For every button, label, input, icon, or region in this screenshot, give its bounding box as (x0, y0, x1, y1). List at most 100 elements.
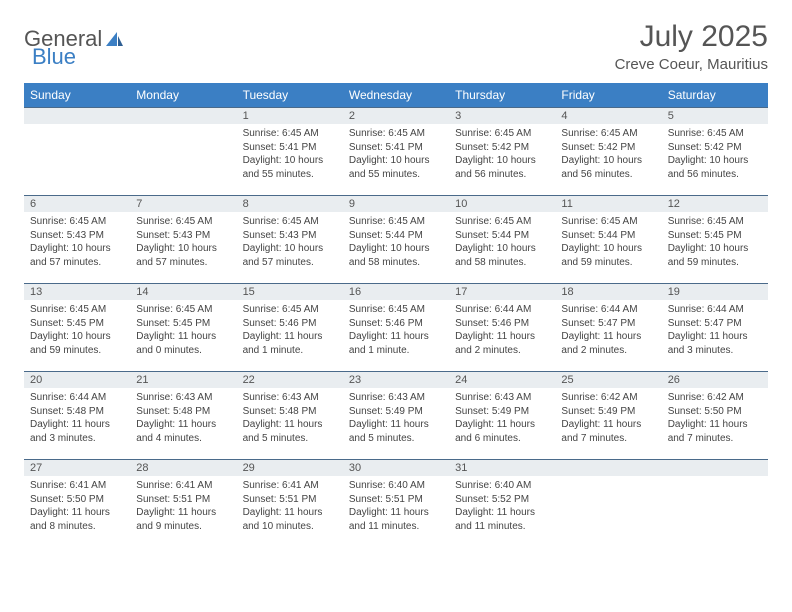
day-number: 21 (130, 371, 236, 388)
weekday-header-row: Sunday Monday Tuesday Wednesday Thursday… (24, 83, 768, 107)
day-body: Sunrise: 6:44 AMSunset: 5:47 PMDaylight:… (555, 300, 661, 361)
calendar-week-row: 6Sunrise: 6:45 AMSunset: 5:43 PMDaylight… (24, 195, 768, 283)
day-body (130, 124, 236, 184)
day-body: Sunrise: 6:44 AMSunset: 5:46 PMDaylight:… (449, 300, 555, 361)
calendar-day-cell: 19Sunrise: 6:44 AMSunset: 5:47 PMDayligh… (662, 283, 768, 371)
sunset-text: Sunset: 5:41 PM (243, 141, 337, 155)
day-number (130, 107, 236, 124)
day-number (24, 107, 130, 124)
daylight-text: Daylight: 10 hours and 58 minutes. (349, 242, 443, 269)
sunset-text: Sunset: 5:48 PM (243, 405, 337, 419)
calendar-week-row: 13Sunrise: 6:45 AMSunset: 5:45 PMDayligh… (24, 283, 768, 371)
day-body: Sunrise: 6:43 AMSunset: 5:48 PMDaylight:… (130, 388, 236, 449)
calendar-day-cell: 8Sunrise: 6:45 AMSunset: 5:43 PMDaylight… (237, 195, 343, 283)
sunrise-text: Sunrise: 6:44 AM (561, 303, 655, 317)
calendar-week-row: 27Sunrise: 6:41 AMSunset: 5:50 PMDayligh… (24, 459, 768, 547)
day-body: Sunrise: 6:45 AMSunset: 5:46 PMDaylight:… (237, 300, 343, 361)
sunset-text: Sunset: 5:50 PM (668, 405, 762, 419)
daylight-text: Daylight: 11 hours and 8 minutes. (30, 506, 124, 533)
sunset-text: Sunset: 5:42 PM (561, 141, 655, 155)
day-number: 8 (237, 195, 343, 212)
title-block: July 2025 Creve Coeur, Mauritius (615, 20, 768, 73)
calendar-day-cell (662, 459, 768, 547)
daylight-text: Daylight: 11 hours and 11 minutes. (455, 506, 549, 533)
weekday-header: Sunday (24, 83, 130, 107)
sunrise-text: Sunrise: 6:45 AM (455, 127, 549, 141)
sunrise-text: Sunrise: 6:45 AM (243, 215, 337, 229)
sunrise-text: Sunrise: 6:41 AM (136, 479, 230, 493)
sunset-text: Sunset: 5:44 PM (455, 229, 549, 243)
sunrise-text: Sunrise: 6:40 AM (455, 479, 549, 493)
sunrise-text: Sunrise: 6:42 AM (668, 391, 762, 405)
brand-word2: Blue (32, 44, 76, 70)
day-number: 12 (662, 195, 768, 212)
calendar-week-row: 20Sunrise: 6:44 AMSunset: 5:48 PMDayligh… (24, 371, 768, 459)
sunrise-text: Sunrise: 6:45 AM (136, 303, 230, 317)
sunset-text: Sunset: 5:44 PM (561, 229, 655, 243)
sunset-text: Sunset: 5:51 PM (349, 493, 443, 507)
day-number: 26 (662, 371, 768, 388)
day-number: 24 (449, 371, 555, 388)
daylight-text: Daylight: 10 hours and 55 minutes. (243, 154, 337, 181)
daylight-text: Daylight: 11 hours and 3 minutes. (668, 330, 762, 357)
day-number: 27 (24, 459, 130, 476)
calendar-day-cell: 29Sunrise: 6:41 AMSunset: 5:51 PMDayligh… (237, 459, 343, 547)
day-number: 4 (555, 107, 661, 124)
sunset-text: Sunset: 5:43 PM (243, 229, 337, 243)
sunset-text: Sunset: 5:47 PM (668, 317, 762, 331)
daylight-text: Daylight: 11 hours and 0 minutes. (136, 330, 230, 357)
day-body: Sunrise: 6:45 AMSunset: 5:42 PMDaylight:… (555, 124, 661, 185)
sunrise-text: Sunrise: 6:45 AM (349, 215, 443, 229)
day-body: Sunrise: 6:43 AMSunset: 5:49 PMDaylight:… (449, 388, 555, 449)
calendar-day-cell: 10Sunrise: 6:45 AMSunset: 5:44 PMDayligh… (449, 195, 555, 283)
sunset-text: Sunset: 5:51 PM (243, 493, 337, 507)
sunset-text: Sunset: 5:49 PM (349, 405, 443, 419)
month-title: July 2025 (615, 20, 768, 54)
calendar-day-cell: 30Sunrise: 6:40 AMSunset: 5:51 PMDayligh… (343, 459, 449, 547)
daylight-text: Daylight: 10 hours and 59 minutes. (561, 242, 655, 269)
daylight-text: Daylight: 11 hours and 9 minutes. (136, 506, 230, 533)
day-body: Sunrise: 6:45 AMSunset: 5:45 PMDaylight:… (24, 300, 130, 361)
daylight-text: Daylight: 10 hours and 56 minutes. (455, 154, 549, 181)
sunrise-text: Sunrise: 6:44 AM (455, 303, 549, 317)
sunrise-text: Sunrise: 6:45 AM (561, 215, 655, 229)
calendar-day-cell: 11Sunrise: 6:45 AMSunset: 5:44 PMDayligh… (555, 195, 661, 283)
location-label: Creve Coeur, Mauritius (615, 56, 768, 73)
day-body: Sunrise: 6:41 AMSunset: 5:50 PMDaylight:… (24, 476, 130, 537)
sunset-text: Sunset: 5:49 PM (455, 405, 549, 419)
sunset-text: Sunset: 5:45 PM (30, 317, 124, 331)
daylight-text: Daylight: 10 hours and 59 minutes. (30, 330, 124, 357)
day-number: 31 (449, 459, 555, 476)
day-body: Sunrise: 6:45 AMSunset: 5:41 PMDaylight:… (237, 124, 343, 185)
sunrise-text: Sunrise: 6:45 AM (30, 303, 124, 317)
day-body: Sunrise: 6:45 AMSunset: 5:45 PMDaylight:… (662, 212, 768, 273)
sunset-text: Sunset: 5:50 PM (30, 493, 124, 507)
day-number: 28 (130, 459, 236, 476)
daylight-text: Daylight: 11 hours and 6 minutes. (455, 418, 549, 445)
day-body: Sunrise: 6:40 AMSunset: 5:52 PMDaylight:… (449, 476, 555, 537)
day-number: 30 (343, 459, 449, 476)
day-body: Sunrise: 6:41 AMSunset: 5:51 PMDaylight:… (130, 476, 236, 537)
calendar-day-cell (130, 107, 236, 195)
daylight-text: Daylight: 11 hours and 5 minutes. (349, 418, 443, 445)
calendar-day-cell: 4Sunrise: 6:45 AMSunset: 5:42 PMDaylight… (555, 107, 661, 195)
day-body: Sunrise: 6:45 AMSunset: 5:46 PMDaylight:… (343, 300, 449, 361)
day-number: 5 (662, 107, 768, 124)
sunset-text: Sunset: 5:44 PM (349, 229, 443, 243)
daylight-text: Daylight: 10 hours and 57 minutes. (136, 242, 230, 269)
calendar-day-cell: 22Sunrise: 6:43 AMSunset: 5:48 PMDayligh… (237, 371, 343, 459)
day-body: Sunrise: 6:44 AMSunset: 5:47 PMDaylight:… (662, 300, 768, 361)
sunset-text: Sunset: 5:46 PM (455, 317, 549, 331)
day-body: Sunrise: 6:45 AMSunset: 5:42 PMDaylight:… (449, 124, 555, 185)
day-body (662, 476, 768, 536)
day-body: Sunrise: 6:45 AMSunset: 5:42 PMDaylight:… (662, 124, 768, 185)
day-body: Sunrise: 6:40 AMSunset: 5:51 PMDaylight:… (343, 476, 449, 537)
day-number (662, 459, 768, 476)
calendar-day-cell: 2Sunrise: 6:45 AMSunset: 5:41 PMDaylight… (343, 107, 449, 195)
calendar-day-cell: 14Sunrise: 6:45 AMSunset: 5:45 PMDayligh… (130, 283, 236, 371)
sunrise-text: Sunrise: 6:45 AM (349, 303, 443, 317)
sunset-text: Sunset: 5:49 PM (561, 405, 655, 419)
day-number: 2 (343, 107, 449, 124)
calendar-day-cell: 20Sunrise: 6:44 AMSunset: 5:48 PMDayligh… (24, 371, 130, 459)
day-number (555, 459, 661, 476)
